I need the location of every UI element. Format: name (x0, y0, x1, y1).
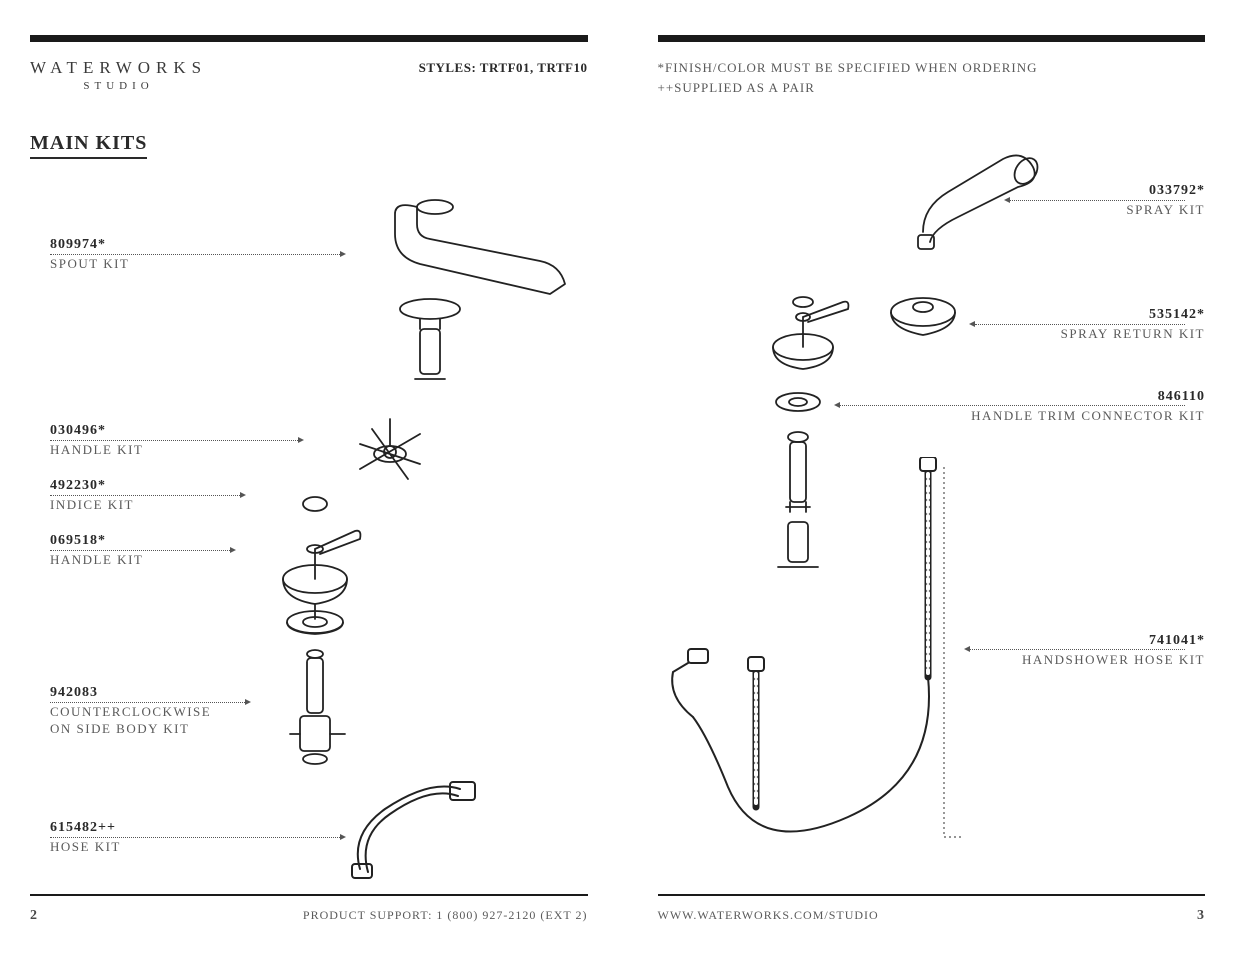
footer-right: WWW.WATERWORKS.COM/STUDIO 3 (658, 908, 1206, 924)
top-rule (658, 35, 1206, 42)
bottom-rule (658, 894, 1206, 896)
part-number: 030496* (50, 423, 143, 439)
part-number: 535142* (1061, 307, 1205, 323)
part-name: SPRAY RETURN KIT (1061, 326, 1205, 343)
section-title: MAIN KITS (30, 132, 147, 159)
page-number-right: 3 (1197, 908, 1205, 924)
part-number: 809974* (50, 237, 129, 253)
page-left: WATERWORKS STUDIO STYLES: TRTF01, TRTF10… (0, 0, 618, 954)
right-content: 033792* SPRAY KIT 535142* SPRAY RETURN KIT 8… (648, 147, 1206, 867)
callout-942083: 942083 COUNTERCLOCKWISEON SIDE BODY KIT (50, 685, 211, 738)
part-name: INDICE KIT (50, 497, 134, 514)
page-number-left: 2 (30, 908, 38, 924)
leader-line (50, 837, 340, 838)
callout-741041: 741041* HANDSHOWER HOSE KIT (1022, 633, 1205, 669)
note-finish: *FINISH/COLOR MUST BE SPECIFIED WHEN ORD… (658, 58, 1206, 78)
handle-cross-diagram (330, 404, 460, 494)
part-number: 741041* (1022, 633, 1205, 649)
leader-line (50, 440, 298, 441)
leader-line (50, 550, 230, 551)
part-number: 942083 (50, 685, 211, 701)
leader-line (50, 254, 340, 255)
top-rule (30, 35, 588, 42)
part-name: HANDSHOWER HOSE KIT (1022, 652, 1205, 669)
part-number: 492230* (50, 478, 134, 494)
bottom-rule (30, 894, 588, 896)
return-lever-diagram (758, 287, 858, 387)
part-name: HANDLE TRIM CONNECTOR KIT (971, 408, 1205, 425)
valve-body-diagram (270, 644, 360, 774)
leader-line (840, 405, 1185, 406)
hose-diagram (340, 774, 500, 894)
leader-line (50, 495, 240, 496)
callout-846110: 846110 HANDLE TRIM CONNECTOR KIT (971, 389, 1205, 425)
styles-label: STYLES: TRTF01, TRTF10 (419, 60, 588, 76)
part-name: HANDLE KIT (50, 442, 143, 459)
brand-block: WATERWORKS STUDIO (30, 58, 207, 92)
return-cap-diagram (878, 287, 968, 357)
leader-line (975, 324, 1185, 325)
part-number: 615482++ (50, 820, 121, 836)
part-name: SPOUT KIT (50, 256, 129, 273)
brand-main: WATERWORKS (30, 58, 207, 78)
spout-diagram (350, 189, 580, 399)
footer-url: WWW.WATERWORKS.COM/STUDIO (658, 908, 879, 924)
left-content: 809974* SPOUT KIT 030496* HANDLE KIT 492230*… (30, 189, 588, 909)
part-name: COUNTERCLOCKWISEON SIDE BODY KIT (50, 704, 211, 738)
brand-sub: STUDIO (30, 80, 207, 92)
handshower-hose-diagram (648, 457, 998, 857)
footer-support: PRODUCT SUPPORT: 1 (800) 927-2120 (EXT 2… (303, 908, 588, 924)
escutcheon-diagram (275, 604, 355, 644)
page-right: *FINISH/COLOR MUST BE SPECIFIED WHEN ORD… (618, 0, 1235, 954)
part-name: HANDLE KIT (50, 552, 143, 569)
spray-diagram (908, 147, 1048, 257)
part-number: 846110 (971, 389, 1205, 405)
notes-block: *FINISH/COLOR MUST BE SPECIFIED WHEN ORD… (658, 58, 1206, 97)
note-pair: ++SUPPLIED AS A PAIR (658, 78, 1206, 98)
footer-left: 2 PRODUCT SUPPORT: 1 (800) 927-2120 (EXT… (30, 908, 588, 924)
leader-line (970, 649, 1185, 650)
header-row: WATERWORKS STUDIO STYLES: TRTF01, TRTF10 (30, 58, 588, 92)
leader-line (50, 702, 245, 703)
part-number: 033792* (1126, 183, 1205, 199)
part-name: SPRAY KIT (1126, 202, 1205, 219)
part-name: HOSE KIT (50, 839, 121, 856)
part-number: 069518* (50, 533, 143, 549)
